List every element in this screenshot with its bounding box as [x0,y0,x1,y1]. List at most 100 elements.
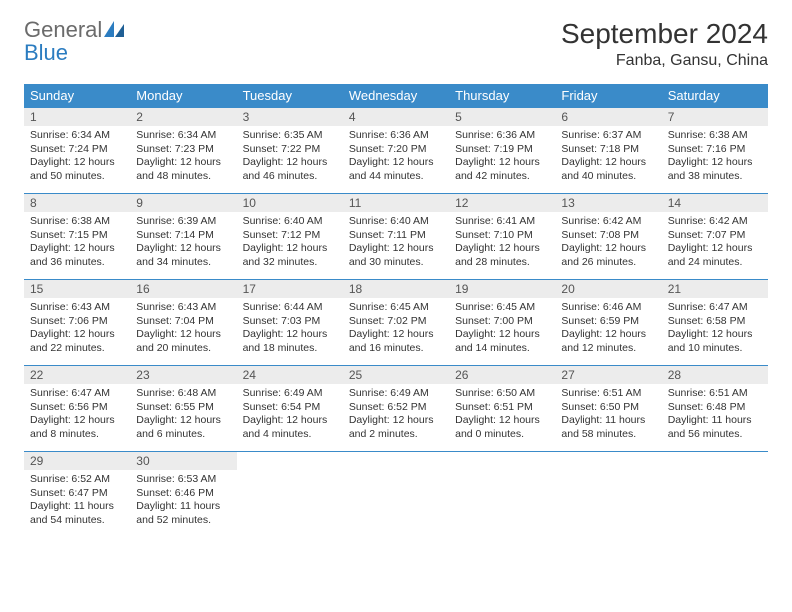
day-header: Saturday [662,84,768,108]
logo-blue: Blue [24,40,68,65]
daylight-text: Daylight: 12 hours and 0 minutes. [455,414,549,441]
calendar-cell: 30Sunrise: 6:53 AMSunset: 6:46 PMDayligh… [130,452,236,538]
logo: General Blue [24,18,126,64]
sunrise-text: Sunrise: 6:40 AM [243,215,337,229]
sunrise-text: Sunrise: 6:34 AM [30,129,124,143]
sunset-text: Sunset: 7:22 PM [243,143,337,157]
sunset-text: Sunset: 6:59 PM [561,315,655,329]
day-number: 18 [343,280,449,298]
sunrise-text: Sunrise: 6:43 AM [136,301,230,315]
day-content: Sunrise: 6:39 AMSunset: 7:14 PMDaylight:… [130,212,236,274]
sunset-text: Sunset: 7:02 PM [349,315,443,329]
sunset-text: Sunset: 7:00 PM [455,315,549,329]
day-number: 26 [449,366,555,384]
day-content: Sunrise: 6:42 AMSunset: 7:08 PMDaylight:… [555,212,661,274]
calendar-cell: 25Sunrise: 6:49 AMSunset: 6:52 PMDayligh… [343,366,449,452]
month-title: September 2024 [561,18,768,50]
day-header: Wednesday [343,84,449,108]
day-number: 16 [130,280,236,298]
day-number: 22 [24,366,130,384]
calendar-cell: 3Sunrise: 6:35 AMSunset: 7:22 PMDaylight… [237,108,343,194]
sunset-text: Sunset: 6:58 PM [668,315,762,329]
day-content: Sunrise: 6:43 AMSunset: 7:06 PMDaylight:… [24,298,130,360]
sunrise-text: Sunrise: 6:48 AM [136,387,230,401]
daylight-text: Daylight: 12 hours and 44 minutes. [349,156,443,183]
sunrise-text: Sunrise: 6:45 AM [455,301,549,315]
logo-general: General [24,17,102,42]
calendar-cell: 16Sunrise: 6:43 AMSunset: 7:04 PMDayligh… [130,280,236,366]
sunrise-text: Sunrise: 6:47 AM [668,301,762,315]
sunrise-text: Sunrise: 6:45 AM [349,301,443,315]
calendar-row: 22Sunrise: 6:47 AMSunset: 6:56 PMDayligh… [24,366,768,452]
sunrise-text: Sunrise: 6:51 AM [561,387,655,401]
sunrise-text: Sunrise: 6:52 AM [30,473,124,487]
sunrise-text: Sunrise: 6:44 AM [243,301,337,315]
sunset-text: Sunset: 7:20 PM [349,143,443,157]
sunset-text: Sunset: 7:24 PM [30,143,124,157]
calendar-cell: 1Sunrise: 6:34 AMSunset: 7:24 PMDaylight… [24,108,130,194]
daylight-text: Daylight: 12 hours and 26 minutes. [561,242,655,269]
daylight-text: Daylight: 12 hours and 38 minutes. [668,156,762,183]
day-content: Sunrise: 6:44 AMSunset: 7:03 PMDaylight:… [237,298,343,360]
daylight-text: Daylight: 12 hours and 34 minutes. [136,242,230,269]
sunset-text: Sunset: 6:47 PM [30,487,124,501]
day-header: Monday [130,84,236,108]
daylight-text: Daylight: 11 hours and 54 minutes. [30,500,124,527]
daylight-text: Daylight: 12 hours and 14 minutes. [455,328,549,355]
sunrise-text: Sunrise: 6:47 AM [30,387,124,401]
calendar-cell: 8Sunrise: 6:38 AMSunset: 7:15 PMDaylight… [24,194,130,280]
sunset-text: Sunset: 6:55 PM [136,401,230,415]
calendar-cell: 6Sunrise: 6:37 AMSunset: 7:18 PMDaylight… [555,108,661,194]
day-number: 2 [130,108,236,126]
sunset-text: Sunset: 7:12 PM [243,229,337,243]
day-number: 13 [555,194,661,212]
day-content: Sunrise: 6:38 AMSunset: 7:16 PMDaylight:… [662,126,768,188]
calendar-cell: 26Sunrise: 6:50 AMSunset: 6:51 PMDayligh… [449,366,555,452]
day-content: Sunrise: 6:49 AMSunset: 6:54 PMDaylight:… [237,384,343,446]
day-content: Sunrise: 6:47 AMSunset: 6:56 PMDaylight:… [24,384,130,446]
day-content: Sunrise: 6:37 AMSunset: 7:18 PMDaylight:… [555,126,661,188]
day-content: Sunrise: 6:46 AMSunset: 6:59 PMDaylight:… [555,298,661,360]
day-number: 3 [237,108,343,126]
sunset-text: Sunset: 7:08 PM [561,229,655,243]
day-content: Sunrise: 6:36 AMSunset: 7:19 PMDaylight:… [449,126,555,188]
day-number: 20 [555,280,661,298]
sunset-text: Sunset: 7:07 PM [668,229,762,243]
sunrise-text: Sunrise: 6:36 AM [455,129,549,143]
day-number: 9 [130,194,236,212]
calendar-row: 15Sunrise: 6:43 AMSunset: 7:06 PMDayligh… [24,280,768,366]
calendar-cell: 14Sunrise: 6:42 AMSunset: 7:07 PMDayligh… [662,194,768,280]
calendar-cell: 28Sunrise: 6:51 AMSunset: 6:48 PMDayligh… [662,366,768,452]
calendar-cell: 7Sunrise: 6:38 AMSunset: 7:16 PMDaylight… [662,108,768,194]
day-number: 29 [24,452,130,470]
sunrise-text: Sunrise: 6:41 AM [455,215,549,229]
calendar-cell: 11Sunrise: 6:40 AMSunset: 7:11 PMDayligh… [343,194,449,280]
daylight-text: Daylight: 12 hours and 48 minutes. [136,156,230,183]
sunrise-text: Sunrise: 6:37 AM [561,129,655,143]
day-number: 23 [130,366,236,384]
calendar-cell: 19Sunrise: 6:45 AMSunset: 7:00 PMDayligh… [449,280,555,366]
daylight-text: Daylight: 12 hours and 18 minutes. [243,328,337,355]
sunset-text: Sunset: 6:54 PM [243,401,337,415]
daylight-text: Daylight: 12 hours and 42 minutes. [455,156,549,183]
daylight-text: Daylight: 12 hours and 12 minutes. [561,328,655,355]
day-content: Sunrise: 6:49 AMSunset: 6:52 PMDaylight:… [343,384,449,446]
day-header: Tuesday [237,84,343,108]
daylight-text: Daylight: 12 hours and 46 minutes. [243,156,337,183]
day-header-row: Sunday Monday Tuesday Wednesday Thursday… [24,84,768,108]
calendar-cell: 23Sunrise: 6:48 AMSunset: 6:55 PMDayligh… [130,366,236,452]
day-content: Sunrise: 6:34 AMSunset: 7:23 PMDaylight:… [130,126,236,188]
day-content: Sunrise: 6:40 AMSunset: 7:12 PMDaylight:… [237,212,343,274]
day-content: Sunrise: 6:51 AMSunset: 6:48 PMDaylight:… [662,384,768,446]
day-content: Sunrise: 6:45 AMSunset: 7:02 PMDaylight:… [343,298,449,360]
day-content: Sunrise: 6:42 AMSunset: 7:07 PMDaylight:… [662,212,768,274]
calendar-row: 8Sunrise: 6:38 AMSunset: 7:15 PMDaylight… [24,194,768,280]
calendar-cell: 22Sunrise: 6:47 AMSunset: 6:56 PMDayligh… [24,366,130,452]
sunrise-text: Sunrise: 6:36 AM [349,129,443,143]
sunrise-text: Sunrise: 6:43 AM [30,301,124,315]
sunset-text: Sunset: 7:03 PM [243,315,337,329]
daylight-text: Daylight: 12 hours and 4 minutes. [243,414,337,441]
calendar-cell: 9Sunrise: 6:39 AMSunset: 7:14 PMDaylight… [130,194,236,280]
day-number: 17 [237,280,343,298]
daylight-text: Daylight: 12 hours and 24 minutes. [668,242,762,269]
